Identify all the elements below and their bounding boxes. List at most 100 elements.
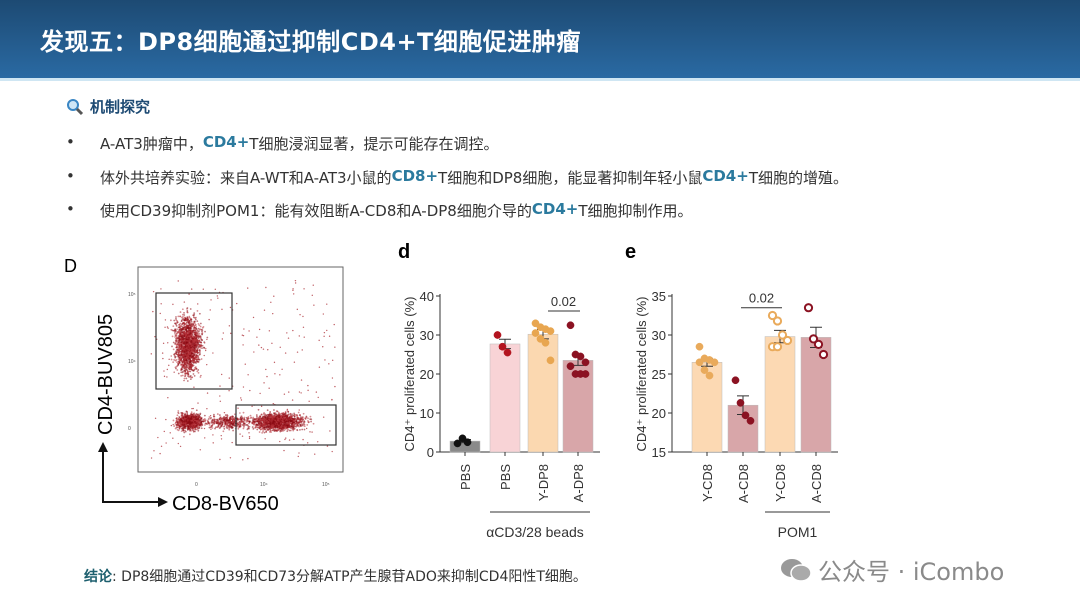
flow-event xyxy=(180,320,183,323)
conclusion: 结论: DP8细胞通过CD39和CD73分解ATP产生腺苷ADO来抑制CD4阳性… xyxy=(84,569,587,585)
flow-event xyxy=(189,378,192,381)
bullet-item: • 体外共培养实验：来自A-WT和A-AT3小鼠的 CD8+ T细胞和DP8细胞，能… xyxy=(66,167,848,187)
x-tick-label: PBS xyxy=(498,464,513,490)
data-point xyxy=(463,438,472,447)
data-point xyxy=(736,399,745,407)
flow-cytometry-plot: D 0 10⁴ 10⁵ 0 10⁴ 10⁵ CD8-BV650 CD4-BUV8… xyxy=(64,256,344,515)
data-point xyxy=(731,376,740,385)
data-point xyxy=(746,416,755,425)
data-point xyxy=(772,342,783,352)
data-point xyxy=(695,342,704,351)
magnifier-icon xyxy=(67,98,84,115)
y-tick-label: 15 xyxy=(652,445,666,460)
flow-event xyxy=(198,351,201,354)
panel-label: D xyxy=(64,256,77,276)
flow-event xyxy=(197,345,200,348)
flow-event xyxy=(180,374,183,377)
data-point xyxy=(695,358,704,367)
flow-event xyxy=(183,377,186,380)
y-tick-label: 35 xyxy=(652,289,666,304)
bullet-item: • 使用CD39抑制剂POM1：能有效阻断A-CD8和A-DP8细胞介导的 CD4+… xyxy=(66,200,693,220)
flow-events xyxy=(150,279,336,461)
data-point xyxy=(782,335,793,346)
panel-label: d xyxy=(398,241,410,263)
y-tick-label: 25 xyxy=(652,367,666,382)
y-tick-label: 20 xyxy=(652,406,666,421)
flow-event xyxy=(197,371,200,374)
flow-event xyxy=(204,347,207,350)
y-axis-label: CD4⁺ proliferated cells (%) xyxy=(402,297,417,452)
data-point xyxy=(531,329,540,337)
flow-event xyxy=(196,310,199,312)
y-tick-label: 30 xyxy=(420,328,434,343)
flow-event xyxy=(181,318,184,321)
x-tick-label: A-CD8 xyxy=(809,464,824,503)
slide-header: 发现五：DP8细胞通过抑制CD4+T细胞促进肿瘤 xyxy=(0,0,1080,81)
data-point xyxy=(818,349,829,360)
x-tick-label: A-CD8 xyxy=(736,464,751,503)
group-label: αCD3/28 beads xyxy=(486,524,584,540)
flow-event xyxy=(181,374,184,377)
data-point xyxy=(813,339,824,349)
x-tick-label: Y-DP8 xyxy=(536,464,551,501)
flow-event xyxy=(183,311,185,314)
data-point xyxy=(576,352,585,361)
data-point xyxy=(566,321,575,330)
data-point xyxy=(503,348,512,357)
flow-event xyxy=(176,369,179,371)
plot-frame xyxy=(137,266,344,473)
data-point xyxy=(705,371,714,380)
x-tick-label: PBS xyxy=(458,464,473,490)
wechat-icon xyxy=(781,558,812,582)
data-point xyxy=(581,358,590,367)
y-tick-label: 0 xyxy=(427,445,434,460)
section-heading: 机制探究 xyxy=(66,96,150,117)
p-value-label: 0.02 xyxy=(551,294,576,309)
data-point xyxy=(566,362,575,371)
x-tick-label: A-DP8 xyxy=(571,464,586,502)
slide-title: 发现五：DP8细胞通过抑制CD4+T细胞促进肿瘤 xyxy=(40,28,581,56)
data-point xyxy=(772,316,783,326)
bullet-item: • A-AT3肿瘤中， CD4+ T细胞浸润显著，提示可能存在调控。 xyxy=(66,133,499,153)
p-value-label: 0.02 xyxy=(749,291,774,306)
flow-event xyxy=(186,380,189,382)
bar xyxy=(764,336,796,453)
data-point xyxy=(493,331,502,339)
data-point xyxy=(546,327,555,335)
flow-event xyxy=(173,355,176,357)
flow-event xyxy=(181,308,184,311)
y-tick-label: 20 xyxy=(420,367,434,382)
y-tick-label: 40 xyxy=(420,289,434,304)
flow-event xyxy=(173,319,176,322)
data-point xyxy=(581,370,590,378)
x-tick-label: Y-CD8 xyxy=(700,464,715,502)
bar xyxy=(527,333,559,453)
data-point xyxy=(710,358,719,367)
y-tick-label: 10 xyxy=(420,406,434,421)
section-title: 机制探究 xyxy=(90,98,151,116)
flow-event xyxy=(179,322,182,325)
flow-event xyxy=(181,361,184,364)
flow-event xyxy=(176,361,178,364)
flow-event xyxy=(196,370,199,373)
x-tick-label: Y-CD8 xyxy=(773,464,788,502)
data-point xyxy=(546,356,555,365)
group-label: POM1 xyxy=(778,524,818,540)
flow-event xyxy=(203,346,205,349)
data-point xyxy=(541,338,550,347)
y-tick-label: 30 xyxy=(652,328,666,343)
flow-event xyxy=(197,322,200,325)
flow-event xyxy=(189,308,192,310)
data-point xyxy=(498,342,507,351)
flow-event xyxy=(174,356,177,359)
wechat-watermark: 公众号 · iCombo xyxy=(780,552,1004,587)
flow-event xyxy=(199,346,202,349)
flow-event xyxy=(206,336,209,339)
y-axis-label: CD4⁺ proliferated cells (%) xyxy=(634,297,649,452)
flow-event xyxy=(174,332,176,334)
data-point xyxy=(803,303,814,313)
flow-event xyxy=(185,377,188,380)
panel-label: e xyxy=(625,241,636,263)
bar xyxy=(489,343,521,453)
